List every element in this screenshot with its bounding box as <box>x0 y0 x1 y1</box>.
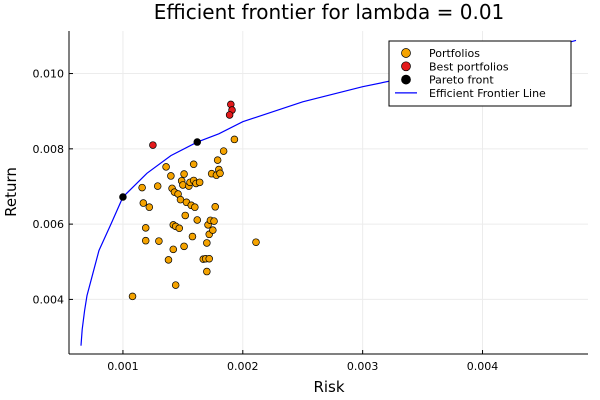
portfolio-point <box>213 156 222 164</box>
portfolio-point <box>138 183 146 192</box>
portfolio-point <box>203 239 211 247</box>
tick-labels: 0.001 0.002 0.003 0.004 0.004 0.006 0.008 0.010 <box>33 68 499 373</box>
portfolio-point <box>211 203 219 211</box>
portfolio-point <box>141 236 150 245</box>
legend-entry-label: Portfolios <box>429 47 480 60</box>
portfolio-point <box>189 160 198 169</box>
portfolio-point <box>128 292 137 301</box>
portfolio-point <box>210 217 218 225</box>
portfolio-point <box>162 163 170 171</box>
y-tick-label: 0.006 <box>33 218 65 231</box>
portfolio-point <box>155 237 163 245</box>
portfolio-point <box>175 224 184 233</box>
x-tick-label: 0.002 <box>227 360 259 373</box>
legend-entry-label: Pareto front <box>429 74 494 87</box>
portfolio-point <box>164 256 173 264</box>
axes <box>68 31 588 355</box>
portfolio-point <box>188 232 197 241</box>
portfolio-point <box>179 181 187 189</box>
portfolio-point <box>145 203 154 211</box>
portfolio-point <box>180 242 188 251</box>
portfolio-point <box>180 170 188 178</box>
points-layer <box>119 100 260 301</box>
best-portfolio-point <box>149 141 157 149</box>
portfolio-point <box>230 135 239 144</box>
portfolio-point <box>195 178 204 187</box>
x-tick-label: 0.003 <box>347 360 379 373</box>
y-axis-label: Return <box>2 167 20 217</box>
pareto-point <box>119 193 127 201</box>
x-tick-label: 0.001 <box>107 360 139 373</box>
y-tick-label: 0.010 <box>33 68 65 81</box>
legend-box <box>388 40 572 107</box>
portfolio-point <box>167 172 175 180</box>
chart-title: Efficient frontier for lambda = 0.01 <box>154 0 505 24</box>
portfolio-point <box>252 238 260 246</box>
portfolio-point <box>191 203 199 211</box>
portfolio-point <box>216 169 224 178</box>
portfolio-point <box>205 255 213 263</box>
portfolio-point <box>169 245 178 254</box>
x-tick-label: 0.004 <box>467 360 499 373</box>
portfolio-point <box>219 147 228 155</box>
best-portfolio-point <box>225 111 234 119</box>
portfolio-point <box>193 216 202 224</box>
portfolio-point <box>181 211 190 220</box>
portfolio-point <box>139 199 148 207</box>
y-tick-label: 0.008 <box>33 143 65 156</box>
pareto-point <box>193 138 202 146</box>
portfolio-point <box>209 226 217 234</box>
legend-entry-label: Best portfolios <box>429 60 509 73</box>
legend-entry-label: Efficient Frontier Line <box>429 87 546 100</box>
legend-marker-swatch <box>401 74 411 85</box>
x-axis-label: Risk <box>313 378 344 396</box>
portfolio-point <box>153 182 162 190</box>
portfolio-point <box>203 267 211 276</box>
portfolio-point <box>171 281 180 289</box>
legend-marker-swatch <box>401 48 411 58</box>
legend-marker-swatch <box>401 61 411 72</box>
portfolio-point <box>141 224 150 232</box>
y-tick-label: 0.004 <box>33 293 65 306</box>
